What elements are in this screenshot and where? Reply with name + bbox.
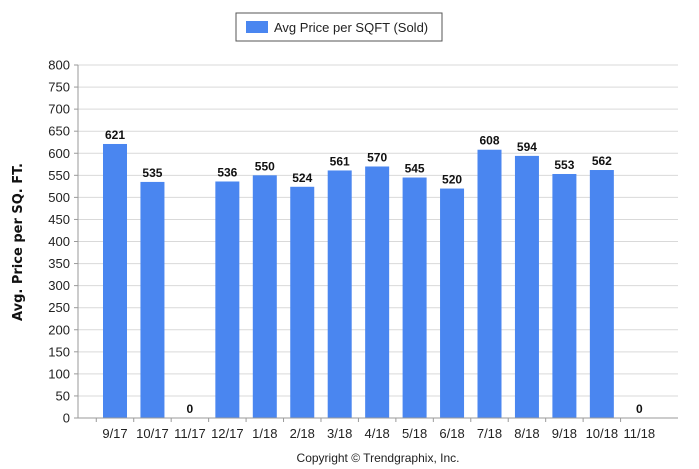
x-tick-label: 9/18 <box>552 426 577 441</box>
y-tick-label: 650 <box>48 124 70 139</box>
data-label: 535 <box>142 166 162 180</box>
data-label: 524 <box>292 171 312 185</box>
data-label: 570 <box>367 150 387 164</box>
x-tick-label: 12/17 <box>211 426 244 441</box>
y-axis-title: Avg. Price per SQ. FT. <box>11 163 26 321</box>
bar <box>589 170 614 418</box>
y-tick-label: 750 <box>48 80 70 95</box>
bar <box>103 143 127 418</box>
data-label: 0 <box>636 402 643 416</box>
x-tick-label: 8/18 <box>514 426 539 441</box>
bars <box>103 143 614 418</box>
x-tick-label: 10/17 <box>136 426 169 441</box>
y-tick-label: 500 <box>48 190 70 205</box>
x-tick-label: 11/18 <box>624 426 656 441</box>
axes <box>77 65 678 419</box>
y-tick-label: 100 <box>48 366 70 381</box>
y-tick-label: 700 <box>48 102 70 117</box>
y-tick-label: 400 <box>48 234 70 249</box>
x-tick-label: 1/18 <box>252 426 277 441</box>
bar <box>290 186 315 418</box>
legend-box <box>235 12 443 42</box>
x-tick-label: 3/18 <box>327 426 352 441</box>
y-tick-label: 450 <box>48 212 70 227</box>
x-tick-label: 10/18 <box>586 426 619 441</box>
x-tick-label: 5/18 <box>402 426 427 441</box>
y-tick-label: 250 <box>48 300 70 315</box>
data-label: 545 <box>405 162 425 176</box>
data-label: 561 <box>330 154 350 168</box>
x-tick-label: 7/18 <box>477 426 502 441</box>
bar <box>327 170 352 418</box>
x-tick-label: 4/18 <box>364 426 389 441</box>
y-tick-label: 50 <box>56 388 70 403</box>
bar <box>514 155 539 418</box>
data-label: 520 <box>442 173 462 187</box>
y-tick-label: 150 <box>48 344 70 359</box>
data-labels: 621 535 0 536 550 524 561 570 545 520 608 594 553 562… <box>105 128 643 416</box>
y-tick-label: 600 <box>48 146 70 161</box>
legend-swatch <box>246 21 268 33</box>
y-tick-label: 200 <box>48 322 70 337</box>
data-label: 608 <box>479 134 499 148</box>
bar <box>477 149 502 418</box>
x-tick-label: 6/18 <box>439 426 464 441</box>
data-label: 621 <box>105 128 125 142</box>
data-label: 594 <box>517 140 537 154</box>
y-tick-label: 800 <box>48 58 70 73</box>
bar <box>552 173 577 418</box>
y-tick-label: 350 <box>48 256 70 271</box>
legend: Avg Price per SQFT (Sold) <box>235 12 443 42</box>
x-tick-label: 9/17 <box>102 426 127 441</box>
x-tick-label: 2/18 <box>290 426 315 441</box>
bar <box>140 181 165 418</box>
x-tick-label: 11/17 <box>174 426 206 441</box>
bar <box>440 188 465 418</box>
y-tick-label: 0 <box>63 411 70 426</box>
bar <box>215 181 240 418</box>
bar <box>252 175 277 418</box>
bar <box>402 177 427 418</box>
y-tick-labels: 0 50 100 150 200 250 300 350 400 450 500 550 600 650 7… <box>48 58 70 426</box>
data-label: 553 <box>554 158 574 172</box>
data-label: 550 <box>255 159 275 173</box>
x-tick-labels: 9/17 10/17 11/17 12/17 1/18 2/18 3/18 4/18 5/18 6… <box>102 426 655 441</box>
bar <box>365 166 390 418</box>
data-label: 562 <box>592 154 612 168</box>
copyright-footer: Copyright © Trendgraphix, Inc. <box>297 451 460 465</box>
y-tick-label: 550 <box>48 168 70 183</box>
legend-label: Avg Price per SQFT (Sold) <box>274 20 428 35</box>
data-label: 0 <box>187 402 194 416</box>
y-tick-label: 300 <box>48 278 70 293</box>
data-label: 536 <box>217 165 237 179</box>
